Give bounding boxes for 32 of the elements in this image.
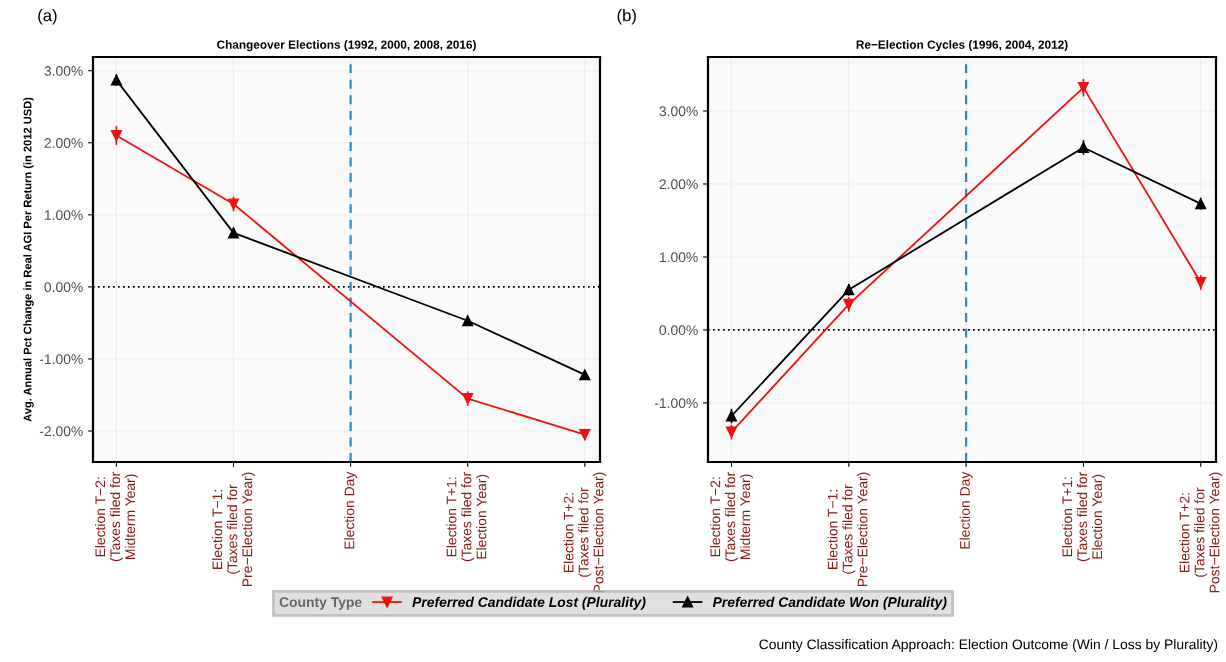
text: (a)	[38, 9, 57, 25]
y-tick-label: -2.00%	[39, 426, 83, 437]
y-tick-label: 3.00%	[44, 66, 83, 76]
x-tick-label: Election T+2: (Taxes filed for Post−Election Year)	[1179, 472, 1223, 593]
text: (b)	[617, 9, 636, 25]
point	[110, 74, 122, 86]
y-tick-label: 0.00%	[659, 325, 698, 336]
y-tick-label: 3.00%	[659, 106, 698, 117]
x-tick-label: Election T+2: (Taxes filed for Post−Election Year)	[563, 472, 607, 593]
point	[227, 227, 240, 239]
y-tick-label: 0.00%	[44, 282, 83, 293]
y-axis-title: Avg. Annual Pct Change in Real AGI Per Return (in 2012 USD)	[23, 97, 34, 422]
x-tick-label: Election T−2: (Taxes filed for Midterm Year)	[94, 471, 138, 562]
x-tick-label: Election T−1: (Taxes filed for Pre−Election Year)	[827, 472, 871, 587]
x-tick-label: Election Day	[959, 471, 973, 549]
y-tick-label: 2.00%	[44, 138, 83, 148]
y-tick-label: 1.00%	[44, 210, 83, 220]
x-tick-label: Election Day	[344, 471, 358, 549]
legend-label: Preferred Candidate Won (Plurality)	[712, 596, 947, 610]
legend-title: County Type	[279, 597, 362, 610]
chart-title: Changeover Elections (1992, 2000, 2008, 2016)	[217, 40, 476, 52]
chart-title: Re−Election Cycles (1996, 2004, 2012)	[856, 40, 1068, 52]
legend-label: Preferred Candidate Lost (Plurality)	[412, 596, 646, 610]
x-tick-label: Election T+1: (Taxes filed for Election Year)	[1061, 471, 1105, 562]
x-tick-label: Election T−2: (Taxes filed for Midterm Year)	[710, 471, 753, 562]
y-tick-label: 2.00%	[659, 179, 698, 190]
x-tick-label: Election T−1: (Taxes filed for Pre−Election Year)	[212, 472, 255, 587]
y-tick-label: 1.00%	[659, 252, 698, 263]
y-tick-label: -1.00%	[39, 354, 83, 365]
y-tick-label: -1.00%	[654, 398, 698, 409]
x-tick-label: Election T+1: (Taxes filed for Election Year)	[446, 471, 490, 562]
text: County Classification Approach: Election Outcome (Win / Loss by Plurality)	[759, 639, 1218, 652]
